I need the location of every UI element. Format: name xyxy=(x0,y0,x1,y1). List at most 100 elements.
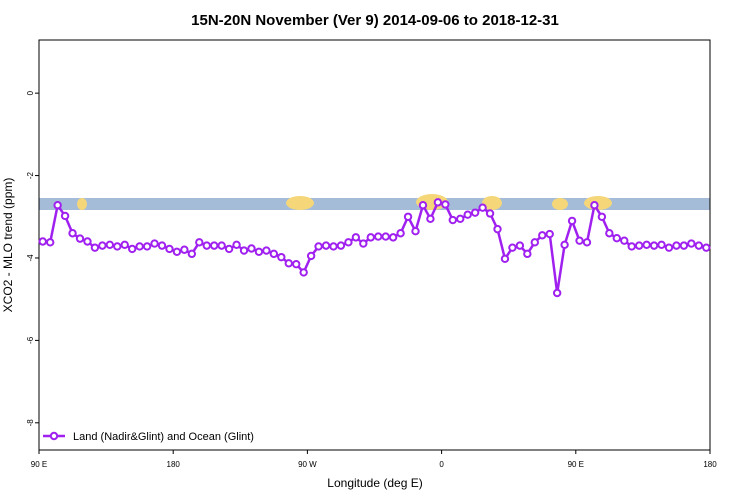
data-point xyxy=(359,239,368,248)
data-point xyxy=(642,240,651,249)
data-point xyxy=(538,231,547,240)
data-point xyxy=(68,229,77,238)
x-tick-label: 90 E xyxy=(31,460,47,469)
data-point xyxy=(396,229,405,238)
data-point xyxy=(441,200,450,209)
data-point xyxy=(321,241,331,250)
data-point xyxy=(657,240,666,249)
data-point xyxy=(299,268,308,277)
data-point xyxy=(634,241,644,250)
data-point xyxy=(523,249,532,259)
data-point xyxy=(478,203,487,212)
data-point xyxy=(582,238,592,247)
data-point xyxy=(127,244,137,254)
data-point xyxy=(605,229,614,238)
plot-frame xyxy=(38,39,711,451)
data-point xyxy=(627,242,636,251)
data-point xyxy=(210,241,219,250)
data-point xyxy=(679,241,689,250)
data-point xyxy=(232,240,241,249)
data-point xyxy=(105,240,115,249)
data-point xyxy=(187,249,197,259)
data-point xyxy=(515,241,525,250)
x-axis-label: Longitude (deg E) xyxy=(327,476,422,490)
data-point xyxy=(217,241,226,250)
data-point xyxy=(53,201,62,210)
data-point xyxy=(180,245,189,254)
data-point xyxy=(672,241,681,250)
x-tick-label: 180 xyxy=(167,460,181,469)
data-point xyxy=(552,288,562,298)
data-point xyxy=(687,239,696,248)
data-point xyxy=(314,242,323,251)
data-point xyxy=(418,201,428,210)
data-point xyxy=(649,241,659,250)
x-tick-label: 180 xyxy=(703,460,717,469)
data-point xyxy=(545,229,554,239)
data-point xyxy=(306,251,316,261)
data-point xyxy=(224,244,234,254)
data-point xyxy=(344,238,353,247)
data-point xyxy=(620,236,629,245)
data-point xyxy=(351,233,361,242)
data-point xyxy=(567,216,577,226)
data-point xyxy=(262,246,271,255)
data-point xyxy=(90,243,100,252)
data-point xyxy=(75,234,85,243)
data-point xyxy=(463,210,472,219)
data-point xyxy=(150,239,159,248)
data-point xyxy=(560,240,569,249)
data-point xyxy=(142,242,152,251)
data-point xyxy=(485,209,495,218)
data-point xyxy=(135,242,144,251)
data-point xyxy=(508,243,517,252)
data-point xyxy=(411,226,420,236)
data-point xyxy=(426,214,435,224)
y-tick-label: -6 xyxy=(26,336,35,344)
data-point xyxy=(530,238,539,247)
map-strip xyxy=(39,194,710,210)
y-tick-label: -4 xyxy=(26,254,35,262)
data-point xyxy=(448,215,457,225)
x-tick-label: 0 xyxy=(439,460,444,469)
data-point xyxy=(381,232,390,241)
legend-label: Land (Nadir&Glint) and Ocean (Glint) xyxy=(73,431,254,443)
data-point xyxy=(470,208,480,217)
data-point xyxy=(254,247,264,256)
data-point xyxy=(694,241,704,250)
data-point xyxy=(336,241,346,250)
x-tick-label: 90 W xyxy=(298,460,317,469)
data-point xyxy=(388,233,398,242)
data-point xyxy=(120,240,129,249)
data-point xyxy=(597,212,607,221)
data-point xyxy=(612,234,622,243)
data-point xyxy=(456,214,465,224)
data-point xyxy=(172,247,182,256)
data-point xyxy=(366,233,375,242)
y-tick-label: -8 xyxy=(26,419,35,427)
data-point xyxy=(269,249,279,259)
data-point xyxy=(702,243,711,252)
y-axis-label: XCO2 - MLO trend (ppm) xyxy=(1,178,15,313)
data-point xyxy=(60,211,70,221)
legend-marker xyxy=(49,431,59,441)
y-tick-label: 0 xyxy=(26,90,35,95)
data-point xyxy=(38,237,47,246)
x-tick-label: 90 E xyxy=(568,460,584,469)
data-point xyxy=(374,232,383,241)
data-point xyxy=(165,244,174,254)
data-point xyxy=(292,259,301,269)
data-point xyxy=(202,241,211,250)
y-tick-label: -2 xyxy=(26,171,35,179)
data-point xyxy=(664,243,674,252)
data-point xyxy=(277,252,286,262)
data-point xyxy=(113,242,122,251)
chart-title: 15N-20N November (Ver 9) 2014-09-06 to 2… xyxy=(191,12,559,29)
data-point xyxy=(433,198,443,207)
data-point xyxy=(575,236,584,245)
data-point xyxy=(239,246,249,255)
data-point xyxy=(500,254,510,264)
data-point xyxy=(493,224,502,234)
